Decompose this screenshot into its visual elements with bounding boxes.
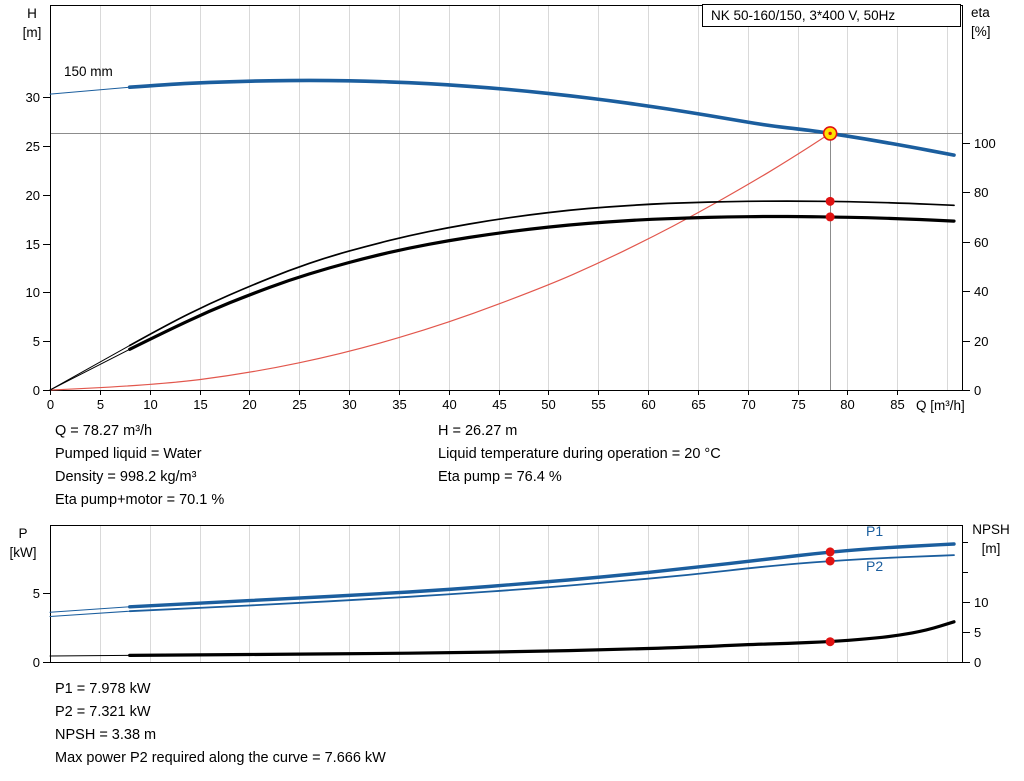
duty-dot-marker [825,637,835,647]
y-left-tick-label: 5 [33,586,40,601]
npsh-curve-leader [49,654,131,657]
head-curve [127,78,956,157]
power-axis-symbol: P [18,526,28,541]
gridlines [100,5,948,390]
eta-axis-title: eta [%] [971,3,991,41]
x-tick-label: 40 [442,397,456,412]
p1-value: P1 = 7.978 kW [55,681,151,697]
y-right-tick-label: 40 [974,284,988,299]
eta-pump-value: Eta pump = 76.4 % [438,469,562,485]
eta-pump-curve [128,200,955,347]
y-left-tick-label: 30 [26,90,40,105]
y-left-tick-label: 25 [26,139,40,154]
duty-dot-marker [825,556,835,566]
power-axis-unit: [kW] [9,545,37,560]
x-tick-label: 65 [691,397,705,412]
pumped-liquid: Pumped liquid = Water [55,446,202,462]
flow-axis-unit-label: Q [m³/h] [916,398,965,413]
x-tick-label: 20 [242,397,256,412]
eta-axis-unit: [%] [971,24,991,39]
power-axis-title: P [kW] [2,524,44,562]
y-right-tick-label: 5 [974,625,981,640]
x-tick-label: 5 [97,397,104,412]
x-tick-label: 25 [292,397,306,412]
eta-pump-motor-curve-leader [49,348,131,391]
density: Density = 998.2 kg/m³ [55,469,197,485]
duty-info-right: H = 26.27 m Liquid temperature during op… [438,420,721,489]
y-left-tick-label: 0 [33,383,40,398]
y-right-tick-label: 80 [974,185,988,200]
p1-curve [127,542,956,609]
duty-dot-marker [825,196,835,206]
impeller-size-label: 150 mm [64,64,113,79]
head-curve-leader [49,86,131,95]
p2-value: P2 = 7.321 kW [55,704,151,720]
y-right-tick-label: 100 [974,136,996,151]
y-left-tick-label: 0 [33,655,40,670]
y-right-tick-label: 10 [974,595,988,610]
plot-border [50,5,963,391]
duty-head: H = 26.27 m [438,423,518,439]
y-left-tick-label: 10 [26,285,40,300]
x-tick-label: 45 [492,397,506,412]
y-left-tick-label: 15 [26,237,40,252]
head-axis-title: H [m] [14,4,50,42]
eta-pump-motor-value: Eta pump+motor = 70.1 % [55,492,225,508]
head-axis-unit: [m] [22,25,42,40]
y-right-tick-label: 0 [974,655,981,670]
system-curve [49,132,831,391]
x-tick-label: 15 [193,397,207,412]
x-tick-label: 75 [791,397,805,412]
x-tick-label: 35 [392,397,406,412]
axis-ticks: 0 5 10 15 20 25 30 0 20 40 60 80 100 0 5 10 15 20 25 30 35 40… [26,90,996,412]
plot-border [50,525,963,663]
x-tick-label: 0 [47,397,54,412]
eta-pump-motor-curve [128,214,956,351]
duty-dot-marker [825,547,835,557]
chart-power-npsh: 0 5 0 5 10 [33,525,988,670]
npsh-axis-unit: [m] [981,541,1001,556]
x-tick-label: 85 [890,397,904,412]
y-right-tick-label: 0 [974,383,981,398]
npsh-axis-symbol: NPSH [972,522,1010,537]
p2-curve-leader [49,610,131,617]
duty-flow: Q = 78.27 m³/h [55,423,153,439]
x-tick-label: 55 [591,397,605,412]
duty-point-center [828,131,832,136]
x-tick-label: 70 [741,397,755,412]
x-tick-label: 30 [342,397,356,412]
y-right-tick-label: 20 [974,334,988,349]
liquid-temperature: Liquid temperature during operation = 20… [438,446,721,462]
chart-hq: 0 5 10 15 20 25 30 0 20 40 60 80 100 0 5 10 15 20 25 30 35 40… [26,5,996,412]
x-tick-label: 80 [840,397,854,412]
y-left-tick-label: 20 [26,188,40,203]
p1-curve-leader [49,606,131,613]
pump-title-box: NK 50-160/150, 3*400 V, 50Hz [702,4,961,27]
npsh-value: NPSH = 3.38 m [55,727,157,743]
npsh-curve [128,620,956,657]
x-tick-label: 10 [143,397,157,412]
x-tick-label: 60 [641,397,655,412]
head-axis-symbol: H [27,6,37,21]
y-left-tick-label: 5 [33,334,40,349]
eta-axis-symbol: eta [971,5,990,20]
npsh-axis-title: NPSH [m] [962,520,1020,558]
x-tick-label: 50 [541,397,555,412]
duty-info-left: Q = 78.27 m³/h Pumped liquid = Water Den… [55,420,224,512]
max-power-value: Max power P2 required along the curve = … [55,750,386,766]
p1-curve-label: P1 [866,523,884,539]
duty-reference-lines [50,133,962,390]
axis-ticks: 0 5 0 5 10 [33,542,988,670]
p2-curve-label: P2 [866,558,884,574]
duty-dot-marker [825,212,835,222]
power-info: P1 = 7.978 kW P2 = 7.321 kW NPSH = 3.38 … [55,678,386,770]
p2-curve [128,554,955,613]
y-right-tick-label: 60 [974,235,988,250]
eta-pump-curve-leader [49,345,131,391]
